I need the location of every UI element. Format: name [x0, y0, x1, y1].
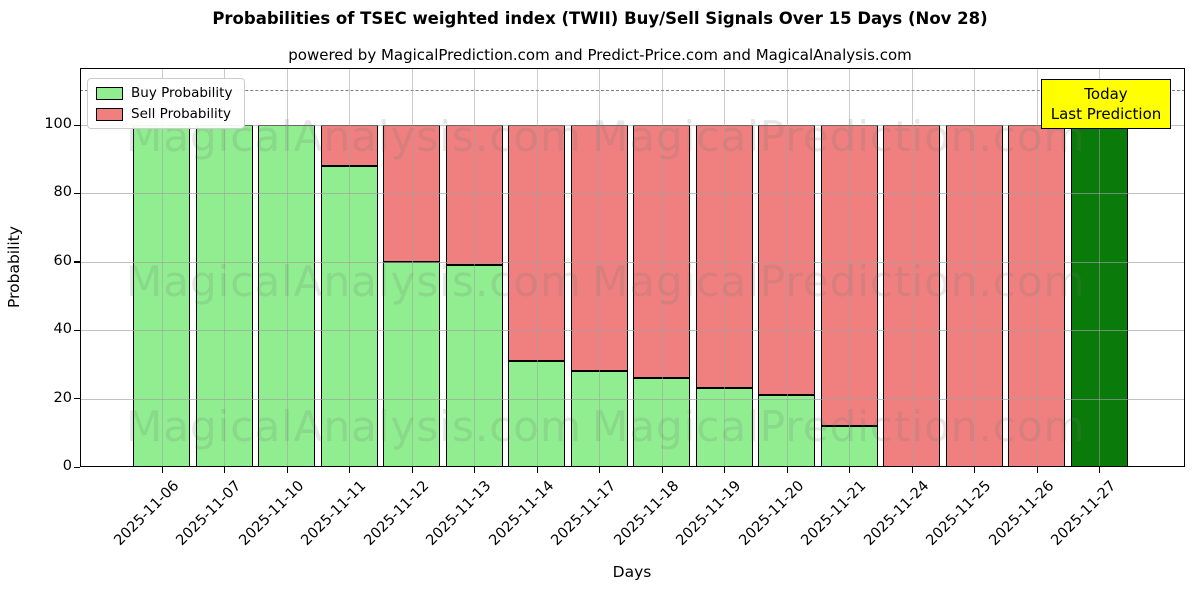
x-tick — [1099, 467, 1101, 473]
today-annotation: Today Last Prediction — [1041, 79, 1171, 129]
x-tick — [161, 467, 163, 473]
x-gridline — [474, 68, 475, 467]
x-tick-label: 2025-11-26 — [985, 478, 1057, 549]
chart-subtitle: powered by MagicalPrediction.com and Pre… — [288, 46, 912, 64]
y-tick-label: 40 — [53, 321, 72, 338]
x-gridline — [849, 68, 850, 467]
x-gridline — [349, 68, 350, 467]
x-gridline — [1036, 68, 1038, 467]
x-gridline — [911, 68, 913, 467]
x-tick — [411, 467, 413, 473]
x-tick — [724, 467, 726, 473]
chart-title: Probabilities of TSEC weighted index (TW… — [212, 9, 988, 28]
y-tick-label: 60 — [53, 252, 72, 269]
y-tick-label: 0 — [62, 458, 72, 474]
legend-item-buy: Buy Probability — [96, 85, 234, 101]
x-tick — [536, 467, 538, 473]
x-tick — [849, 467, 851, 473]
x-tick-label: 2025-11-19 — [673, 478, 745, 549]
x-axis-label: Days — [612, 563, 652, 581]
x-tick-label: 2025-11-17 — [548, 478, 620, 549]
dashed-threshold-line — [80, 89, 1185, 91]
x-tick — [911, 467, 913, 473]
legend: Buy Probability Sell Probability — [87, 78, 245, 129]
x-tick-label: 2025-11-24 — [860, 478, 932, 549]
x-gridline — [1099, 68, 1100, 467]
y-tick — [74, 192, 80, 195]
x-tick-label: 2025-11-10 — [235, 478, 307, 549]
y-tick — [74, 329, 80, 331]
y-tick — [74, 261, 80, 263]
x-gridline — [599, 68, 600, 467]
y-tick — [74, 466, 80, 468]
x-tick-label: 2025-11-13 — [423, 478, 495, 549]
x-tick — [349, 467, 351, 473]
x-gridline — [224, 68, 225, 467]
x-tick — [786, 467, 788, 473]
legend-item-sell: Sell Probability — [96, 106, 234, 122]
x-tick-label: 2025-11-14 — [485, 478, 557, 549]
x-tick — [286, 467, 288, 473]
today-annotation-line2: Last Prediction — [1050, 105, 1162, 123]
x-tick-label: 2025-11-07 — [173, 478, 245, 549]
today-annotation-line1: Today — [1084, 84, 1128, 103]
x-tick-label: 2025-11-25 — [923, 478, 995, 549]
y-tick-label: 100 — [44, 116, 72, 132]
y-tick-label: 80 — [53, 184, 72, 201]
x-tick-label: 2025-11-18 — [610, 478, 682, 549]
y-gridline — [80, 398, 1185, 400]
x-gridline — [724, 68, 725, 467]
legend-label-buy: Buy Probability — [131, 85, 233, 101]
x-tick — [224, 467, 226, 473]
buy-swatch-icon — [96, 86, 123, 100]
y-axis-label: Probability — [5, 226, 23, 308]
y-tick — [74, 124, 80, 126]
y-gridline — [80, 330, 1185, 332]
x-tick-label: 2025-11-27 — [1048, 478, 1120, 549]
x-tick-label: 2025-11-06 — [110, 478, 182, 549]
y-gridline — [80, 261, 1185, 263]
x-tick — [599, 467, 601, 473]
x-tick-label: 2025-11-20 — [735, 478, 807, 549]
sell-swatch-icon — [96, 107, 123, 121]
x-gridline — [411, 68, 413, 467]
x-tick-label: 2025-11-12 — [360, 478, 432, 549]
x-tick — [974, 467, 976, 473]
x-gridline — [786, 68, 788, 467]
y-tick-label: 20 — [53, 389, 72, 406]
x-gridline — [161, 68, 163, 467]
y-gridline — [80, 193, 1185, 195]
x-gridline — [286, 68, 288, 467]
y-gridline — [80, 125, 1185, 126]
x-gridline — [536, 68, 538, 467]
x-gridline — [974, 68, 975, 467]
x-tick-label: 2025-11-21 — [798, 478, 870, 549]
y-tick — [74, 398, 80, 400]
x-tick — [1036, 467, 1038, 473]
x-gridline — [661, 68, 663, 467]
x-tick — [661, 467, 663, 473]
x-tick-label: 2025-11-11 — [298, 478, 370, 549]
legend-label-sell: Sell Probability — [131, 106, 232, 122]
x-tick — [474, 467, 476, 473]
